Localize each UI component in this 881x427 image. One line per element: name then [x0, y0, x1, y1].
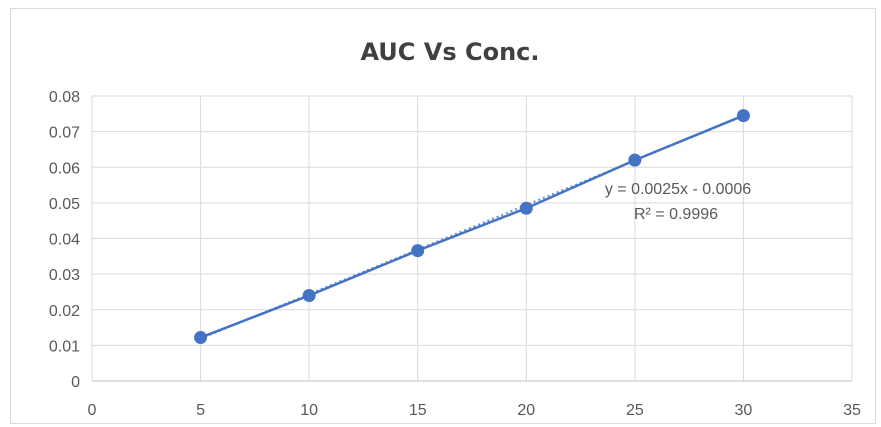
x-tick-label: 0	[88, 402, 97, 419]
trendline-equation: y = 0.0025x - 0.0006	[605, 181, 751, 198]
series-line	[200, 114, 744, 339]
y-tick-label: 0.05	[49, 196, 80, 213]
y-tick-label: 0.03	[49, 267, 80, 284]
x-tick-label: 10	[300, 402, 318, 419]
data-point	[736, 109, 750, 123]
y-tick-label: 0.07	[49, 125, 80, 142]
trendline-r-squared: R² = 0.9996	[634, 206, 718, 223]
y-tick-label: 0	[71, 374, 80, 391]
axes	[91, 96, 852, 382]
x-tick-label: 5	[196, 402, 205, 419]
y-tick-label: 0.02	[49, 303, 80, 320]
tick-labels: 0 0.01 0.02 0.03 0.04 0.05 0.06 0.07 0.08 0 5 10 15 2…	[49, 89, 861, 419]
data-point	[302, 289, 316, 302]
x-tick-label: 30	[735, 402, 753, 419]
x-tick-label: 15	[409, 402, 427, 419]
chart-title: AUC Vs Conc.	[360, 38, 539, 66]
data-point	[194, 331, 208, 345]
data-points	[194, 109, 750, 345]
x-tick-label: 35	[843, 402, 861, 419]
gridlines	[92, 95, 853, 381]
chart-frame	[10, 8, 876, 424]
x-tick-label: 25	[626, 402, 644, 419]
y-tick-label: 0.04	[49, 232, 80, 249]
y-tick-label: 0.01	[49, 338, 80, 355]
series-layer	[200, 114, 744, 339]
x-tick-label: 20	[517, 402, 535, 419]
data-point	[519, 201, 533, 215]
data-point	[411, 244, 425, 258]
y-tick-label: 0.06	[49, 160, 80, 177]
data-point	[628, 153, 642, 167]
y-tick-label: 0.08	[49, 89, 80, 106]
